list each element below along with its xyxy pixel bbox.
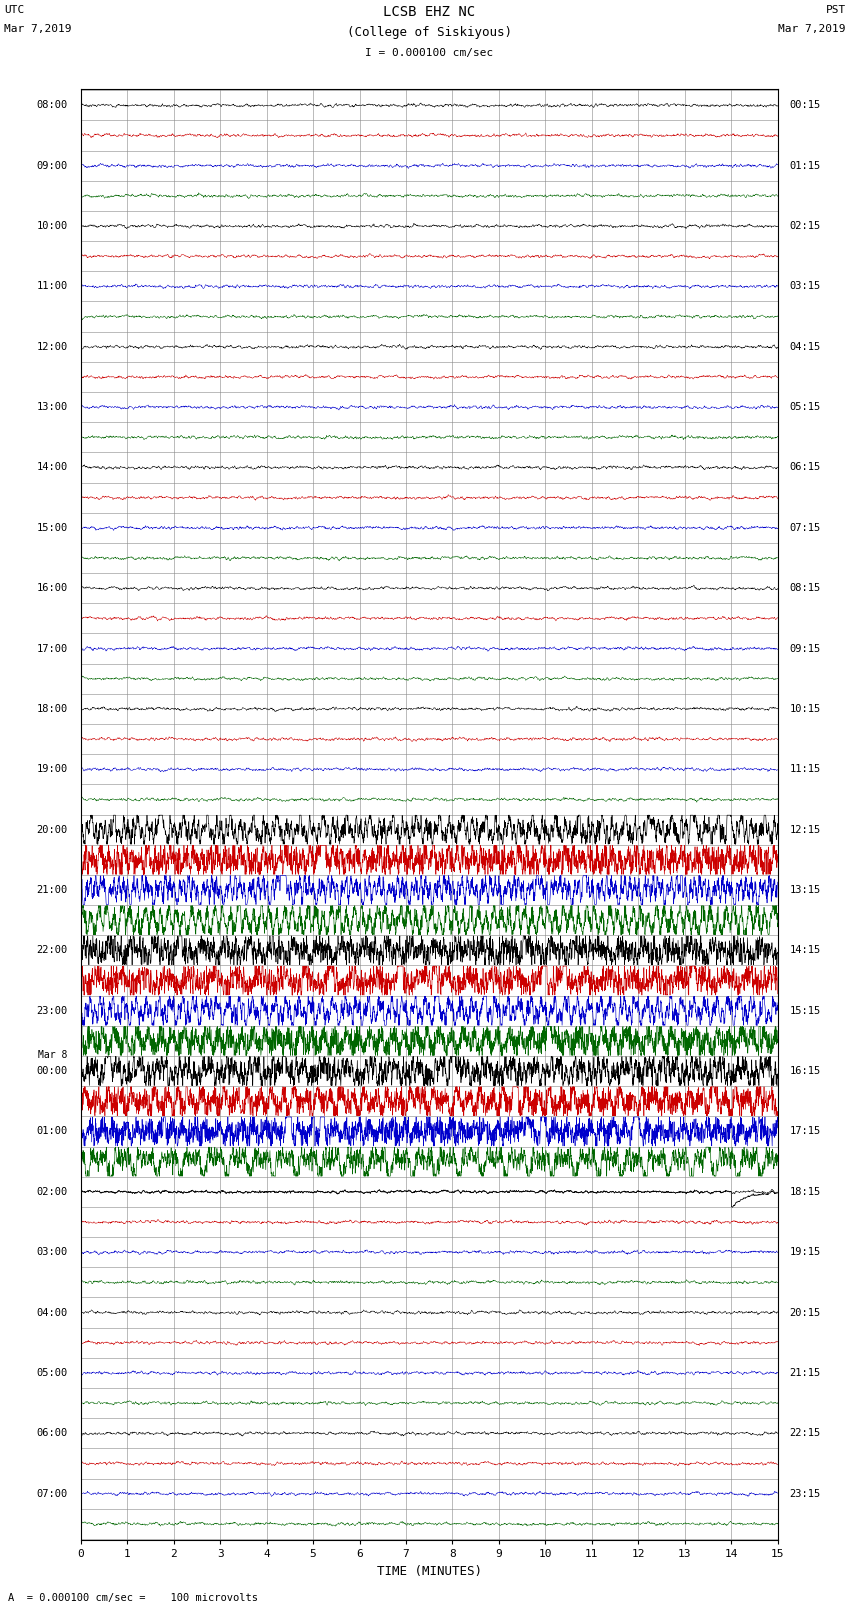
Text: 15:15: 15:15	[790, 1007, 820, 1016]
Text: LCSB EHZ NC: LCSB EHZ NC	[383, 5, 475, 19]
Text: 02:15: 02:15	[790, 221, 820, 231]
Text: 17:15: 17:15	[790, 1126, 820, 1137]
Text: 10:00: 10:00	[37, 221, 68, 231]
Text: UTC: UTC	[4, 5, 25, 15]
Text: 05:15: 05:15	[790, 402, 820, 413]
Text: 15:00: 15:00	[37, 523, 68, 532]
Text: 07:00: 07:00	[37, 1489, 68, 1498]
Text: 17:00: 17:00	[37, 644, 68, 653]
Text: 19:00: 19:00	[37, 765, 68, 774]
Text: 09:15: 09:15	[790, 644, 820, 653]
Text: 22:00: 22:00	[37, 945, 68, 955]
Text: 01:15: 01:15	[790, 161, 820, 171]
Text: PST: PST	[825, 5, 846, 15]
Text: 12:15: 12:15	[790, 824, 820, 834]
Text: Mar 7,2019: Mar 7,2019	[779, 24, 846, 34]
Text: 11:00: 11:00	[37, 281, 68, 292]
Text: 03:15: 03:15	[790, 281, 820, 292]
Text: A  = 0.000100 cm/sec =    100 microvolts: A = 0.000100 cm/sec = 100 microvolts	[8, 1594, 258, 1603]
Text: 18:15: 18:15	[790, 1187, 820, 1197]
Text: 10:15: 10:15	[790, 703, 820, 715]
Text: 23:15: 23:15	[790, 1489, 820, 1498]
Text: 14:00: 14:00	[37, 463, 68, 473]
Text: 09:00: 09:00	[37, 161, 68, 171]
Text: Mar 7,2019: Mar 7,2019	[4, 24, 71, 34]
Text: 23:00: 23:00	[37, 1007, 68, 1016]
Text: 04:15: 04:15	[790, 342, 820, 352]
Text: 12:00: 12:00	[37, 342, 68, 352]
Text: 11:15: 11:15	[790, 765, 820, 774]
Text: (College of Siskiyous): (College of Siskiyous)	[347, 26, 512, 39]
Text: 22:15: 22:15	[790, 1428, 820, 1439]
Text: Mar 8: Mar 8	[38, 1050, 68, 1060]
Text: 07:15: 07:15	[790, 523, 820, 532]
Text: 05:00: 05:00	[37, 1368, 68, 1378]
Text: 18:00: 18:00	[37, 703, 68, 715]
Text: 08:15: 08:15	[790, 584, 820, 594]
Text: 21:00: 21:00	[37, 886, 68, 895]
Text: 03:00: 03:00	[37, 1247, 68, 1257]
Text: 00:00: 00:00	[37, 1066, 68, 1076]
Text: 06:15: 06:15	[790, 463, 820, 473]
Text: 21:15: 21:15	[790, 1368, 820, 1378]
Text: 16:00: 16:00	[37, 584, 68, 594]
Text: 13:15: 13:15	[790, 886, 820, 895]
Text: 14:15: 14:15	[790, 945, 820, 955]
X-axis label: TIME (MINUTES): TIME (MINUTES)	[377, 1565, 482, 1578]
Text: 16:15: 16:15	[790, 1066, 820, 1076]
Text: 02:00: 02:00	[37, 1187, 68, 1197]
Text: 01:00: 01:00	[37, 1126, 68, 1137]
Text: 00:15: 00:15	[790, 100, 820, 110]
Text: 08:00: 08:00	[37, 100, 68, 110]
Text: 20:00: 20:00	[37, 824, 68, 834]
Text: 19:15: 19:15	[790, 1247, 820, 1257]
Text: 13:00: 13:00	[37, 402, 68, 413]
Text: 20:15: 20:15	[790, 1308, 820, 1318]
Text: 04:00: 04:00	[37, 1308, 68, 1318]
Text: I = 0.000100 cm/sec: I = 0.000100 cm/sec	[366, 48, 493, 58]
Text: 06:00: 06:00	[37, 1428, 68, 1439]
